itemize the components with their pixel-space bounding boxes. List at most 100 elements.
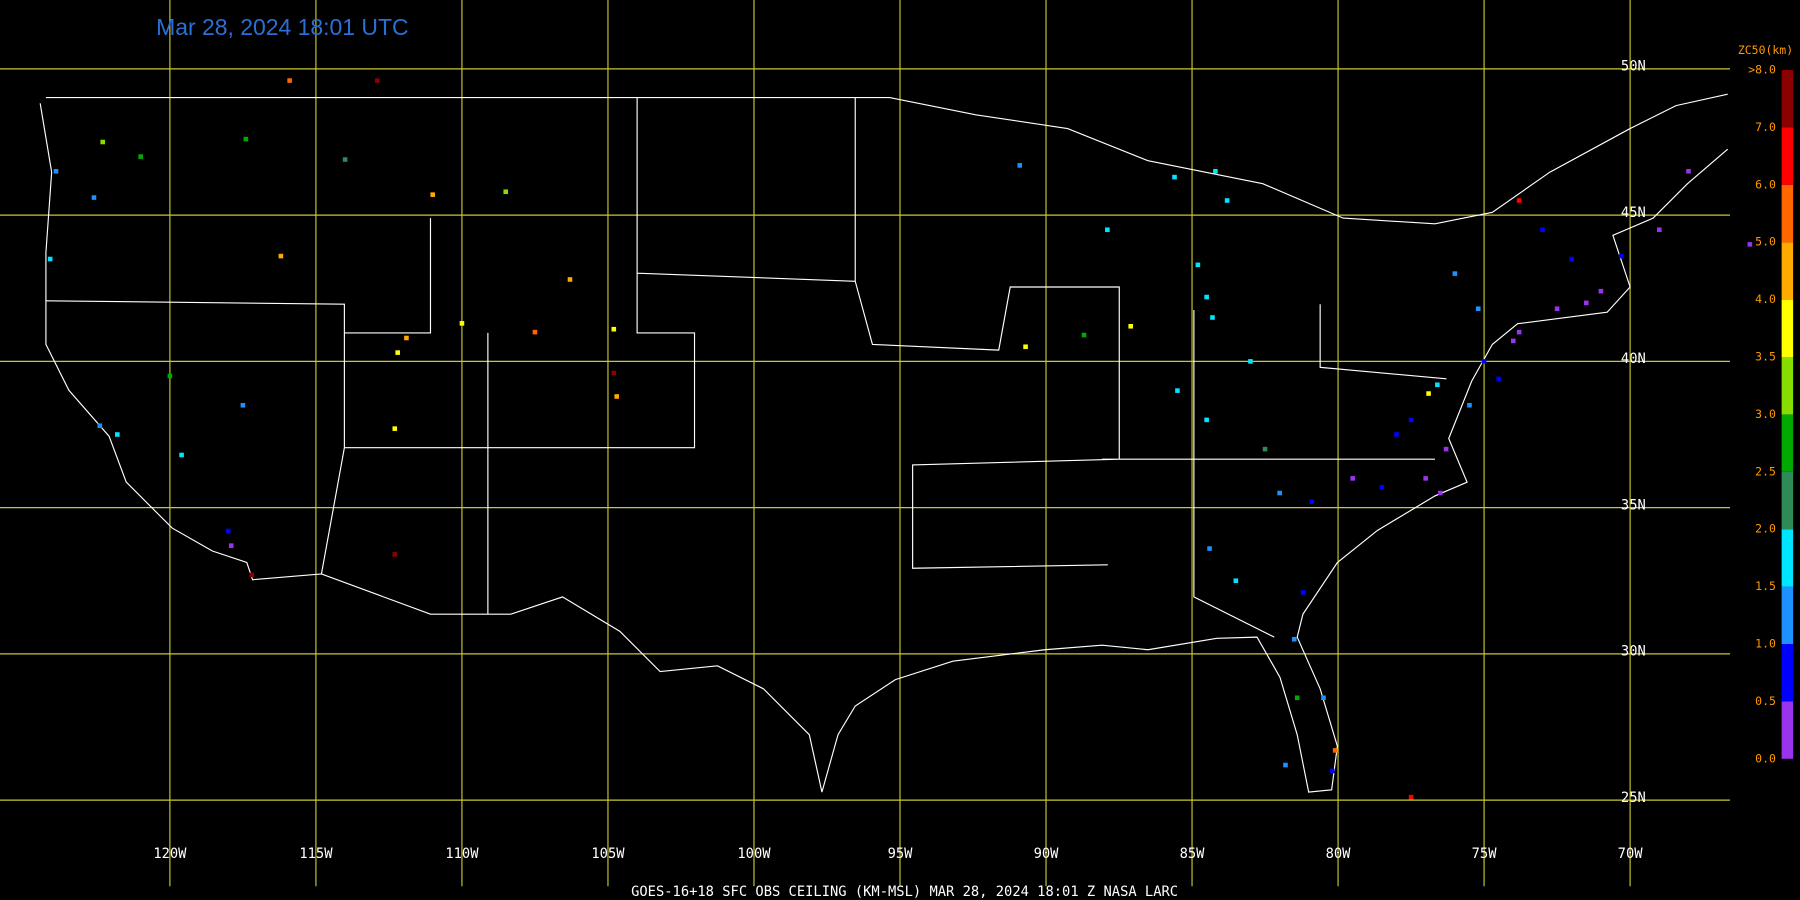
station [392, 552, 398, 557]
station [1017, 163, 1023, 168]
colorbar-segment [1781, 184, 1794, 243]
station [1207, 546, 1212, 551]
lon-label: 105W [591, 846, 625, 862]
station [1426, 391, 1431, 396]
colorbar-label: >8.0 [1748, 63, 1776, 77]
station [1516, 198, 1522, 203]
station [532, 329, 538, 335]
colorbar-segment [1781, 242, 1794, 300]
station [1233, 578, 1239, 584]
station [138, 154, 143, 159]
station [1423, 476, 1428, 481]
station [228, 543, 234, 548]
lat-label: 25N [1621, 790, 1646, 806]
station [1291, 636, 1297, 642]
station [1224, 198, 1230, 203]
colorbar-label: 2.5 [1755, 464, 1776, 478]
caption: GOES-16+18 SFC OBS CEILING (KM-MSL) MAR … [631, 884, 1178, 900]
station [1248, 359, 1253, 364]
colorbar-segment [1781, 529, 1794, 587]
colorbar-label: 3.5 [1755, 350, 1776, 364]
colorbar-label: 6.0 [1755, 177, 1776, 191]
station [226, 528, 231, 534]
lon-label: 75W [1472, 846, 1498, 862]
station [1023, 344, 1028, 350]
station [1277, 490, 1282, 496]
station [1294, 695, 1300, 701]
station [278, 253, 284, 259]
outlines [39, 93, 1729, 793]
state-lines [45, 97, 1447, 638]
station [1379, 484, 1385, 490]
station [115, 432, 120, 437]
lon-label: 85W [1180, 846, 1206, 862]
lat-label: 30N [1621, 644, 1646, 660]
station [1569, 256, 1574, 262]
colorbar-label: 5.0 [1755, 235, 1776, 249]
station [1408, 417, 1414, 423]
station [1172, 174, 1177, 180]
station [567, 277, 573, 282]
lon-label: 95W [888, 846, 914, 862]
station [342, 157, 348, 162]
station [1554, 306, 1560, 312]
colorbar-label: 2.0 [1755, 522, 1776, 536]
colorbar-segment [1781, 299, 1794, 358]
station [1105, 227, 1110, 233]
colorbar-label: 0.5 [1755, 694, 1776, 708]
colorbar-segment [1781, 414, 1794, 472]
lon-label: 80W [1326, 846, 1352, 862]
lon-label: 120W [153, 846, 187, 862]
station [179, 452, 184, 458]
station [1435, 382, 1440, 388]
station [1332, 748, 1338, 753]
station [1394, 432, 1399, 437]
lat-label: 40N [1621, 351, 1646, 367]
station [1467, 402, 1472, 408]
colorbar: 0.0 0.5 1.0 1.5 2.0 2.5 3.0 3.5 4.0 5.0 6.0 7.0 >8.0 [1748, 63, 1794, 765]
lon-label: 90W [1034, 846, 1060, 862]
station [611, 370, 617, 376]
station [1481, 359, 1487, 364]
station [1437, 490, 1443, 496]
lon-label: 100W [737, 846, 771, 862]
grid: 50N 45N 40N 35N 30N 25N 120W 115W 110W 105W 100W 95… [0, 0, 1730, 887]
lat-label: 50N [1621, 59, 1646, 75]
station [167, 373, 173, 379]
station [404, 335, 409, 341]
station [1408, 794, 1414, 800]
station [611, 326, 617, 332]
station [614, 394, 620, 399]
station [1510, 338, 1516, 344]
station [1175, 388, 1180, 393]
station [1619, 253, 1624, 259]
station [1329, 768, 1335, 774]
station [287, 78, 292, 83]
station [240, 402, 246, 408]
station [1195, 262, 1201, 268]
station [91, 195, 97, 200]
station [1262, 446, 1268, 452]
lon-label: 70W [1618, 846, 1644, 862]
colorbar-segment [1781, 127, 1794, 185]
colorbar-title: ZC50(km) [1738, 43, 1793, 57]
colorbar-label: 1.5 [1755, 579, 1776, 593]
colorbar-label: 7.0 [1755, 120, 1776, 134]
station [1204, 417, 1209, 423]
station [100, 139, 106, 145]
colorbar-segment [1781, 701, 1794, 759]
colorbar-segment [1781, 357, 1794, 415]
colorbar-label: 4.0 [1755, 292, 1776, 306]
colorbar-segment [1781, 586, 1794, 645]
station [503, 189, 509, 195]
station [243, 136, 249, 142]
station [53, 168, 59, 174]
station [1204, 294, 1209, 300]
station [249, 572, 254, 578]
map-title: Mar 28, 2024 18:01 UTC [156, 14, 408, 40]
station [1081, 332, 1087, 338]
station [459, 321, 465, 326]
station [1747, 242, 1753, 247]
station [1128, 323, 1134, 329]
station [1475, 306, 1481, 312]
